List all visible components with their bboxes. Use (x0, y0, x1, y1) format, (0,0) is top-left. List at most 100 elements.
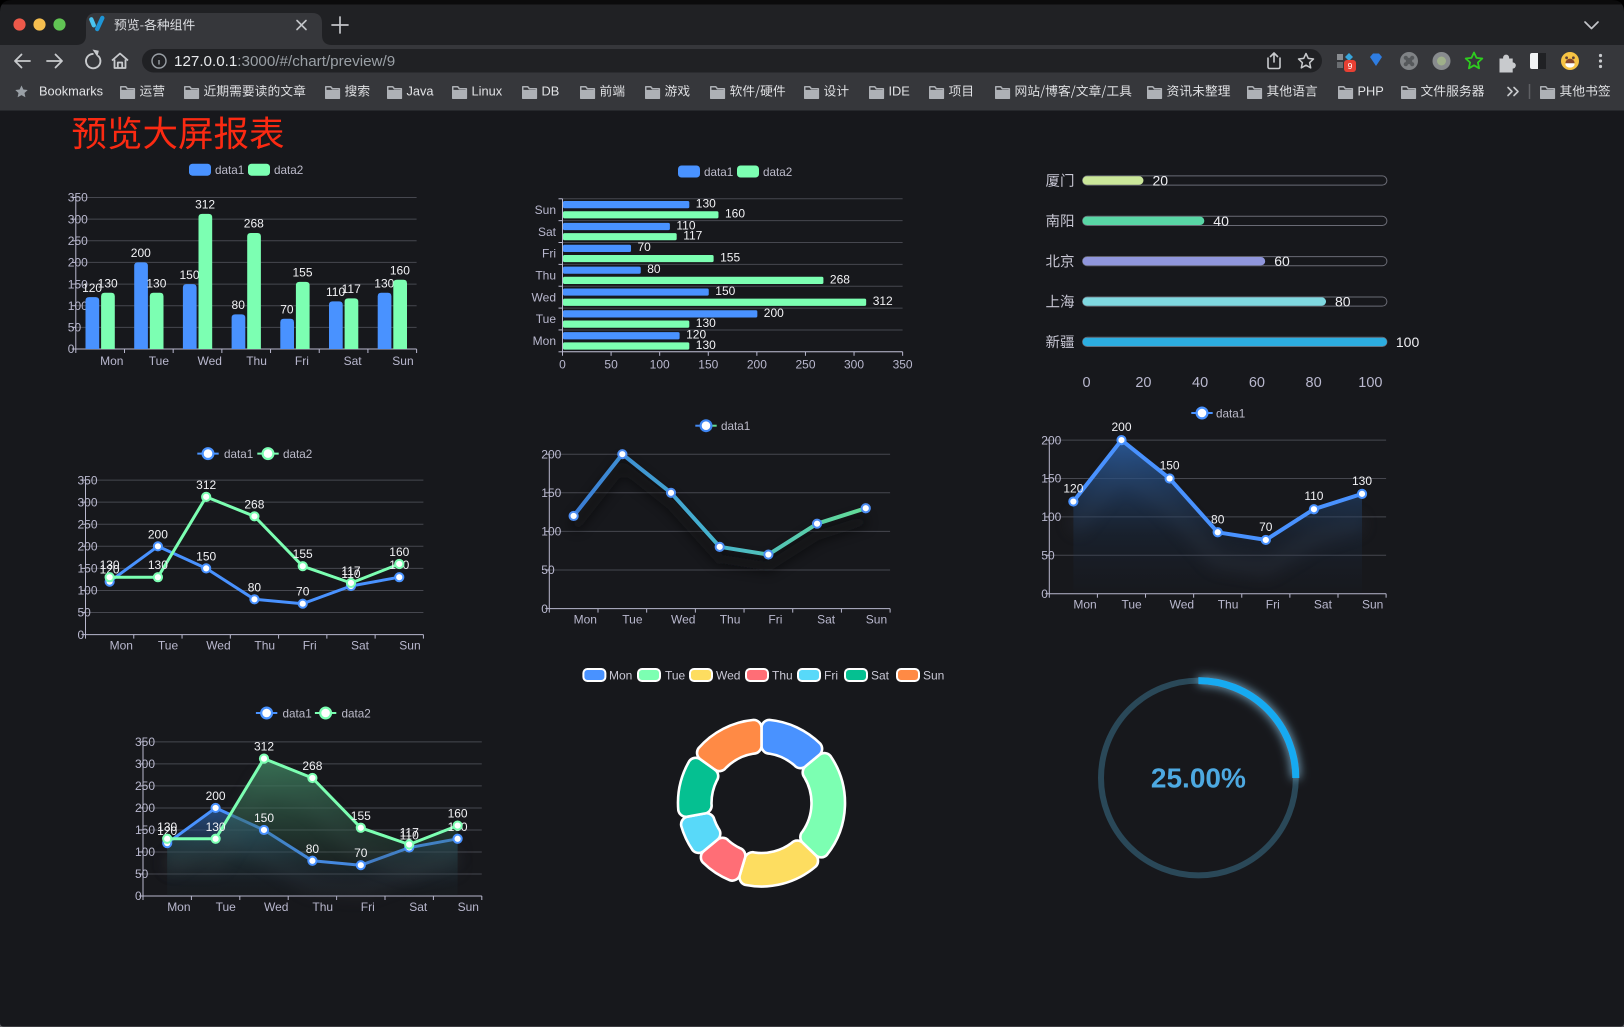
svg-text:250: 250 (78, 517, 98, 531)
svg-text:350: 350 (78, 473, 98, 487)
svg-text:155: 155 (351, 809, 371, 823)
svg-text:200: 200 (148, 527, 168, 541)
svg-text:40: 40 (1213, 213, 1229, 229)
svg-text:120: 120 (100, 563, 120, 577)
svg-text:Sun: Sun (866, 613, 887, 627)
svg-text:Fri: Fri (824, 669, 838, 683)
svg-text:Sat: Sat (538, 225, 557, 239)
svg-text:data2: data2 (283, 448, 312, 461)
svg-text:70: 70 (638, 240, 652, 254)
svg-text:data1: data1 (1216, 407, 1245, 420)
svg-text:200: 200 (1041, 433, 1061, 447)
svg-text:Tue: Tue (158, 639, 179, 653)
svg-text:120: 120 (686, 328, 706, 342)
svg-text:300: 300 (68, 212, 88, 226)
svg-text:120: 120 (82, 281, 102, 295)
svg-text:312: 312 (196, 478, 216, 492)
svg-text:Mon: Mon (533, 334, 556, 348)
svg-text:IDE: IDE (889, 84, 910, 99)
svg-text:100: 100 (541, 525, 561, 539)
svg-text:100: 100 (1396, 334, 1420, 350)
svg-text:160: 160 (389, 545, 409, 559)
svg-text:50: 50 (604, 357, 618, 371)
svg-text::3000/#/chart/preview/9: :3000/#/chart/preview/9 (237, 53, 395, 70)
svg-text:150: 150 (1041, 472, 1061, 486)
svg-text:130: 130 (374, 276, 394, 290)
svg-text:Tue: Tue (1122, 598, 1143, 612)
svg-text:data1: data1 (283, 707, 312, 720)
svg-text:80: 80 (1211, 512, 1225, 526)
svg-text:350: 350 (135, 735, 155, 749)
svg-text:250: 250 (135, 779, 155, 793)
svg-text:130: 130 (148, 558, 168, 572)
svg-text:Sat: Sat (871, 669, 890, 683)
svg-text:110: 110 (400, 829, 419, 843)
svg-text:Wed: Wed (716, 669, 740, 683)
svg-text:150: 150 (196, 549, 216, 563)
svg-text:250: 250 (795, 357, 815, 371)
svg-text:80: 80 (232, 298, 246, 312)
svg-text:DB: DB (542, 84, 560, 99)
svg-text:Mon: Mon (574, 613, 597, 627)
svg-text:120: 120 (157, 824, 177, 838)
svg-text:150: 150 (1160, 459, 1180, 473)
svg-text:268: 268 (302, 759, 322, 773)
svg-text:80: 80 (306, 842, 320, 856)
svg-text:312: 312 (195, 198, 215, 212)
svg-text:80: 80 (647, 262, 661, 276)
svg-text:117: 117 (683, 229, 702, 243)
svg-text:200: 200 (131, 246, 151, 260)
svg-text:0: 0 (1083, 375, 1091, 391)
svg-text:127.0.0.1: 127.0.0.1 (174, 53, 237, 70)
svg-text:312: 312 (873, 294, 893, 308)
svg-text:130: 130 (100, 558, 120, 572)
svg-text:155: 155 (293, 547, 313, 561)
svg-text:80: 80 (1306, 375, 1322, 391)
svg-text:150: 150 (254, 811, 274, 825)
svg-text:268: 268 (830, 272, 850, 286)
svg-text:Thu: Thu (312, 900, 333, 914)
svg-text:0: 0 (68, 342, 75, 356)
svg-text:Wed: Wed (206, 639, 230, 653)
svg-text:Tue: Tue (216, 900, 237, 914)
svg-text:130: 130 (98, 276, 118, 290)
svg-text:70: 70 (354, 846, 368, 860)
svg-text:200: 200 (206, 789, 226, 803)
svg-text:100: 100 (68, 299, 88, 313)
svg-text:150: 150 (179, 268, 199, 282)
svg-text:Mon: Mon (1073, 598, 1096, 612)
svg-text:Sat: Sat (1314, 598, 1333, 612)
svg-text:130: 130 (696, 338, 716, 352)
svg-text:0: 0 (559, 357, 566, 371)
svg-text:100: 100 (135, 845, 155, 859)
svg-text:Fri: Fri (542, 247, 556, 261)
svg-text:160: 160 (390, 263, 410, 277)
svg-text:80: 80 (248, 580, 262, 594)
svg-text:Fri: Fri (303, 639, 317, 653)
svg-text:Fri: Fri (295, 354, 309, 368)
svg-text:Java: Java (407, 84, 435, 99)
svg-text:Wed: Wed (671, 613, 695, 627)
svg-text:130: 130 (696, 316, 716, 330)
svg-text:100: 100 (78, 584, 98, 598)
svg-text:155: 155 (292, 266, 312, 280)
svg-text:Wed: Wed (198, 354, 222, 368)
svg-text:150: 150 (135, 823, 155, 837)
svg-text:70: 70 (1259, 520, 1273, 534)
svg-text:Thu: Thu (772, 669, 793, 683)
svg-text:130: 130 (696, 197, 716, 211)
svg-text:9: 9 (1348, 61, 1353, 71)
svg-text:200: 200 (78, 540, 98, 554)
svg-text:268: 268 (244, 497, 264, 511)
svg-text:Tue: Tue (536, 312, 557, 326)
svg-text:350: 350 (893, 357, 913, 371)
svg-text:300: 300 (135, 757, 155, 771)
svg-text:Thu: Thu (720, 613, 741, 627)
svg-text:117: 117 (400, 826, 419, 840)
svg-text:110: 110 (326, 285, 345, 299)
svg-text:data1: data1 (704, 166, 733, 179)
svg-text:0: 0 (1041, 587, 1048, 601)
svg-text:80: 80 (1335, 294, 1351, 310)
svg-text:Linux: Linux (472, 84, 503, 99)
svg-text:150: 150 (715, 284, 735, 298)
